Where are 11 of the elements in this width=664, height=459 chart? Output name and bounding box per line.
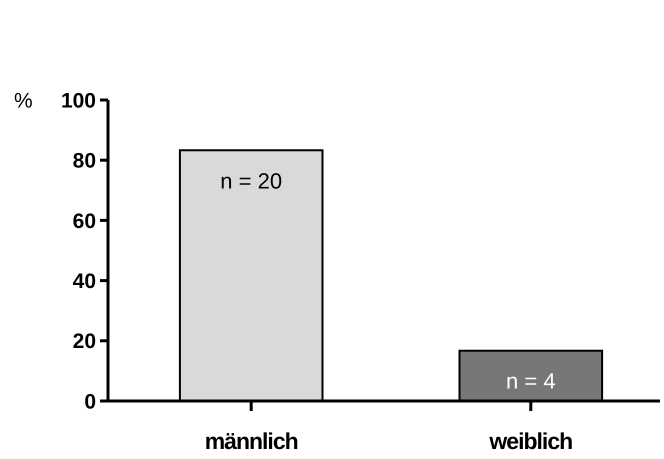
- y-tick-label: 100: [60, 89, 96, 112]
- annotation: n = 20: [220, 168, 282, 194]
- annotation: n = 4: [506, 368, 556, 394]
- x-tick-label: männlich: [204, 428, 298, 454]
- y-tick-label: 0: [84, 390, 96, 414]
- y-tick-label: 80: [72, 150, 96, 173]
- y-axis-title: %: [14, 89, 33, 112]
- x-tick-label: weiblich: [488, 428, 572, 454]
- y-tick-label: 20: [72, 330, 96, 354]
- y-tick-label: 60: [72, 210, 96, 233]
- y-tick-label: 40: [72, 270, 96, 293]
